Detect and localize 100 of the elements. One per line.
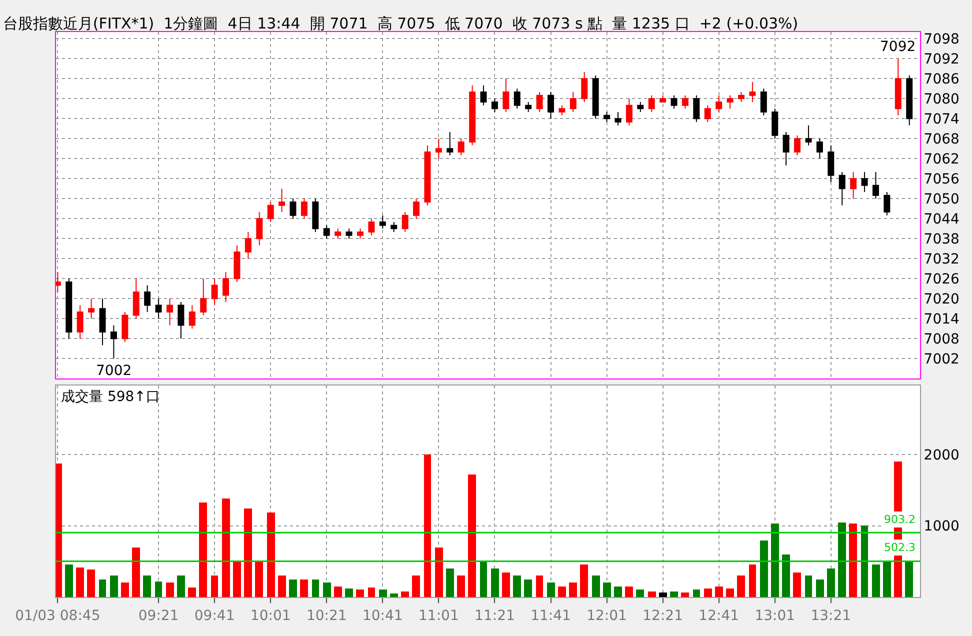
- bar: [99, 579, 106, 597]
- bar: [401, 591, 409, 597]
- candlestick: [716, 94, 722, 112]
- candlestick: [178, 301, 184, 340]
- candlestick: [346, 228, 352, 240]
- y-tick-label: 7092: [924, 52, 960, 68]
- y-tick-label: 7056: [924, 172, 960, 188]
- candlestick: [334, 228, 342, 240]
- candlestick: [682, 94, 688, 110]
- bar: [715, 586, 723, 597]
- candlestick: [166, 298, 173, 326]
- candlestick: [446, 131, 454, 156]
- candlestick: [660, 94, 666, 102]
- bar: [726, 588, 734, 597]
- bar: [222, 498, 230, 597]
- candlestick: [491, 98, 498, 112]
- candlestick: [402, 211, 408, 232]
- annotation: 7002: [96, 363, 132, 379]
- chart-title: 台股指數近月(FITX*1) 1分鐘圖 4日 13:44 開 7071 高 7075 低 7070 收 7073 s 點 量 1235 口 +2 (+0.03%): [2, 14, 798, 32]
- bar: [782, 554, 790, 597]
- candlestick: [312, 198, 319, 232]
- bar: [166, 582, 174, 597]
- candlestick: [670, 94, 678, 110]
- candlestick: [693, 94, 700, 122]
- candlestick: [738, 92, 745, 102]
- bar: [502, 572, 510, 597]
- bar: [536, 575, 543, 597]
- bar: [614, 586, 622, 597]
- candlestick: [234, 244, 240, 282]
- candlestick: [581, 72, 588, 102]
- bar: [827, 568, 835, 597]
- candlestick: [726, 94, 734, 110]
- x-tick-label: 10:01: [250, 608, 291, 624]
- x-tick-label: 12:21: [642, 608, 683, 624]
- bar: [849, 523, 857, 597]
- bar: [580, 564, 588, 597]
- bar: [132, 547, 140, 597]
- candlestick: [66, 278, 72, 340]
- candlestick: [558, 104, 566, 116]
- bar: [592, 575, 600, 597]
- bar: [648, 591, 656, 597]
- ref-line-label: 502.3: [884, 541, 916, 554]
- bar: [155, 581, 162, 597]
- bar: [793, 572, 801, 597]
- candlestick: [749, 82, 756, 102]
- candlestick: [88, 298, 95, 320]
- y-tick-label: 1000: [924, 518, 960, 535]
- candlestick: [626, 98, 632, 126]
- candlestick: [570, 92, 576, 112]
- bar: [681, 592, 689, 597]
- bar: [289, 579, 297, 597]
- bar: [883, 561, 891, 597]
- candlestick: [99, 298, 106, 346]
- candlestick: [188, 304, 196, 330]
- candlestick: [850, 171, 857, 200]
- candlestick: [861, 171, 868, 192]
- candlestick: [76, 304, 84, 340]
- candlestick: [536, 92, 543, 112]
- candlestick: [828, 144, 834, 182]
- bar: [636, 589, 644, 597]
- bar: [424, 454, 431, 597]
- bar: [704, 588, 712, 597]
- candlestick: [413, 198, 420, 220]
- bar: [199, 502, 207, 597]
- bar: [816, 579, 824, 597]
- x-tick-label: 12:01: [586, 608, 627, 624]
- bar: [267, 512, 275, 597]
- bar: [255, 561, 263, 597]
- y-tick-label: 7038: [924, 232, 960, 248]
- candlestick: [155, 298, 162, 320]
- bar: [446, 568, 454, 597]
- y-tick-label: 7068: [924, 132, 960, 148]
- y-tick-label: 7020: [924, 292, 960, 308]
- bar: [480, 561, 487, 597]
- candlestick: [290, 198, 296, 220]
- candlestick: [614, 111, 622, 126]
- y-tick-label: 2000: [924, 447, 960, 464]
- candlestick: [390, 221, 398, 232]
- bar: [177, 575, 185, 597]
- bar: [65, 564, 73, 597]
- y-tick-label: 7014: [924, 312, 960, 328]
- candlestick: [637, 101, 644, 112]
- candlestick: [872, 171, 879, 200]
- candlestick: [704, 104, 711, 122]
- candlestick: [110, 324, 117, 360]
- x-tick-label: 13:01: [754, 608, 796, 624]
- bar: [603, 582, 611, 597]
- candlestick: [200, 278, 207, 316]
- bar: [659, 592, 667, 597]
- candlestick: [435, 138, 442, 160]
- bar: [670, 591, 678, 597]
- bar: [435, 547, 443, 597]
- candlestick: [592, 74, 599, 120]
- bar: [838, 522, 846, 597]
- bar: [491, 568, 499, 597]
- candlestick: [525, 101, 532, 112]
- bar: [278, 575, 286, 597]
- candlestick: [368, 218, 375, 236]
- candlestick: [132, 278, 140, 320]
- bar: [110, 575, 118, 597]
